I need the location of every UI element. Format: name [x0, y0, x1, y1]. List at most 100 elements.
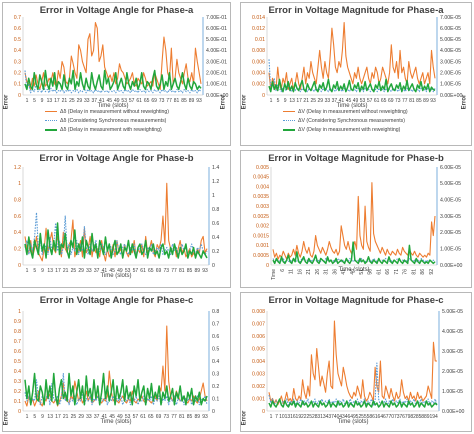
x-tick-label: 71 — [394, 269, 400, 275]
x-tick-label: 45 — [106, 98, 112, 104]
x-tick-label: 13 — [47, 268, 53, 274]
x-tick-label: 69 — [151, 98, 157, 104]
legend-swatch — [45, 111, 57, 112]
x-tick-label: 41 — [339, 98, 345, 104]
x-tick-label: 89 — [423, 98, 429, 104]
y-tick-label: 0.002 — [256, 224, 269, 230]
y2-tick-label: 1.00E-05 — [440, 246, 461, 252]
y2-tick-label: 0.6 — [212, 221, 219, 227]
y-tick-label: 0 — [266, 263, 269, 269]
y-tick-label: 0.8 — [14, 197, 21, 203]
x-tick-label: 67 — [383, 414, 389, 420]
x-tick-label: 49 — [114, 98, 120, 104]
x-tick-label: 61 — [140, 414, 146, 420]
legend-swatch — [45, 128, 57, 131]
x-tick-label: 64 — [378, 414, 384, 420]
y2-tick-label: 2.00E-05 — [440, 71, 461, 77]
y-tick-label: 0.8 — [14, 329, 21, 335]
x-tick-label: 9 — [41, 268, 44, 274]
y-tick-label: 0.004 — [252, 359, 265, 365]
y-tick-label: 0.2 — [14, 389, 21, 395]
y-tick-label: 1 — [18, 181, 21, 187]
legend-label: ΔV (Considering Synchronous measurements… — [298, 117, 405, 124]
x-tick-label: 21 — [63, 268, 69, 274]
x-tick-label: 13 — [47, 414, 53, 420]
chart-panel-3: Error in Voltage Angle for Phase-b 0 0.2 0.… — [2, 150, 231, 288]
y-tick-label: 0.004 — [252, 71, 265, 77]
chart-svg: 0 0.0005 0.001 0.0015 0.002 0.0025 0.003 0.0035… — [253, 165, 462, 280]
y-tick-label: 0.1 — [14, 82, 21, 88]
x-axis-label: Time (slots) — [338, 267, 370, 273]
x-tick-label: 25 — [69, 98, 75, 104]
y2-tick-label: 2.00E-01 — [206, 71, 227, 77]
y2-tick-label: 0.4 — [212, 359, 219, 365]
x-tick-label: 49 — [117, 414, 123, 420]
x-tick-label: 70 — [388, 414, 394, 420]
x-tick-label: 25 — [306, 414, 312, 420]
series-line-green — [24, 69, 202, 91]
y-axis-label: Error — [241, 410, 248, 426]
chart-title: Error in Voltage Angle for Phase-c — [39, 295, 194, 306]
y-tick-label: 0.4 — [14, 230, 21, 236]
x-tick-label: 29 — [78, 414, 84, 420]
series-line-orange — [268, 320, 437, 406]
y-tick-label: 0.007 — [252, 321, 265, 327]
chart-svg: 00.20.40.60.811.200.20.40.60.811.21.41 5 9… — [14, 165, 220, 274]
x-tick-label: 81 — [174, 98, 180, 104]
y-tick-label: 0.0035 — [253, 194, 269, 200]
x-tick-label: 53 — [125, 414, 131, 420]
series-line-blue — [272, 257, 436, 263]
x-tick-label: 65 — [148, 414, 154, 420]
chart-panel-6: Error in Voltage Magnitude for Phase-c 0 0… — [240, 292, 472, 432]
y-tick-label: 0 — [262, 409, 265, 415]
x-tick-label: 17 — [296, 98, 302, 104]
y-tick-label: 0.0015 — [253, 233, 269, 239]
x-tick-label: 46 — [345, 414, 351, 420]
x-tick-label: 13 — [47, 98, 53, 104]
x-tick-label: 94 — [432, 414, 438, 420]
y-tick-label: 0.0045 — [253, 175, 269, 181]
y2-tick-label: 1.2 — [212, 179, 219, 185]
x-tick-label: 73 — [164, 268, 170, 274]
x-tick-label: 88 — [421, 414, 427, 420]
x-tick-label: 10 — [279, 414, 285, 420]
y-tick-label: 0.0025 — [253, 214, 269, 220]
chart-legend: ΔV (Delay in measurement without reweigh… — [283, 107, 408, 134]
x-tick-label: 37 — [94, 268, 100, 274]
x-tick-label: 85 — [181, 98, 187, 104]
x-tick-label: 29 — [77, 98, 83, 104]
y-tick-label: 0.6 — [14, 349, 21, 355]
y2-tick-label: 3.00E-01 — [206, 59, 227, 65]
y2-tick-label: 5.00E-05 — [440, 181, 461, 187]
x-axis-label: Time (slots) — [336, 103, 368, 109]
y2-tick-label: 0.8 — [212, 207, 219, 213]
y2-tick-label: 5.00E-05 — [442, 309, 463, 315]
y2-tick-label: 0.7 — [212, 321, 219, 327]
chart-title: Error in Voltage Magnitude for Phase-c — [268, 295, 444, 306]
y2-tick-label: 3.00E-05 — [442, 349, 463, 355]
x-tick-label: 16 — [297, 269, 303, 275]
x-tick-label: 34 — [323, 414, 329, 420]
x-tick-label: 61 — [374, 98, 380, 104]
legend-label: ΔV (Delay in measurement without reweigh… — [298, 108, 408, 115]
x-tick-label: 41 — [102, 268, 108, 274]
legend-swatch — [283, 111, 295, 112]
y-tick-label: 0.7 — [14, 15, 21, 21]
x-tick-label: 9 — [41, 414, 44, 420]
x-tick-label: 65 — [381, 98, 387, 104]
y2-axis-label: Error — [220, 94, 227, 110]
legend-entry: Δδ (Delay in measurement with reweightin… — [45, 125, 169, 134]
x-tick-label: 16 — [290, 414, 296, 420]
y-tick-label: 0 — [18, 409, 21, 415]
series-line-orange — [268, 22, 436, 90]
y-tick-label: 0.006 — [252, 334, 265, 340]
y2-tick-label: 0.3 — [212, 371, 219, 377]
y2-tick-label: 4.00E-05 — [442, 329, 463, 335]
y-tick-label: 0.01 — [255, 37, 265, 43]
y2-tick-label: 0 — [212, 263, 215, 269]
y2-tick-label: 6.00E-05 — [440, 26, 461, 32]
y2-tick-label: 4.00E-01 — [206, 48, 227, 54]
x-tick-label: 53 — [360, 98, 366, 104]
x-tick-label: 37 — [92, 98, 98, 104]
y-tick-label: 0.6 — [14, 26, 21, 32]
